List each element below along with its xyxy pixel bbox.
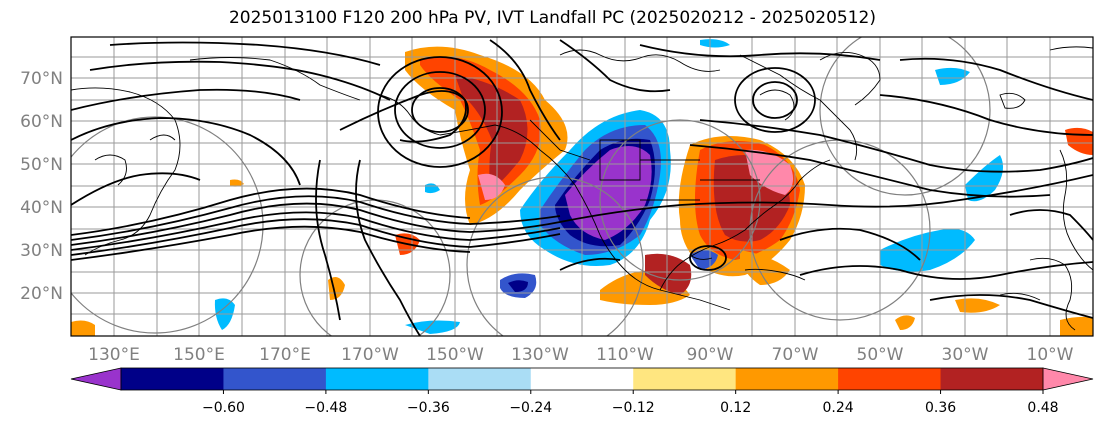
- pv-contours: [71, 39, 1093, 336]
- colorbar-segment: [633, 368, 737, 390]
- map-frame: [70, 36, 1094, 337]
- lat-label: 60°N: [20, 112, 63, 132]
- lat-label: 70°N: [20, 69, 63, 89]
- lon-label: 150°E: [173, 345, 225, 365]
- latitude-labels: 70°N 60°N 50°N 40°N 30°N 20°N: [20, 69, 63, 304]
- lat-label: 20°N: [20, 284, 63, 304]
- colorbar-extend-high: [1042, 367, 1094, 391]
- colorbar-tick-label: −0.24: [509, 400, 552, 416]
- colorbar-segment: [121, 368, 224, 390]
- lon-label: 170°E: [259, 345, 311, 365]
- colorbar-segment: [325, 368, 429, 390]
- lon-label: 90°W: [687, 345, 734, 365]
- colorbar-tick-label: 0.24: [823, 400, 854, 416]
- map-panel: [71, 37, 1093, 336]
- colorbar-segment: [838, 368, 942, 390]
- longitude-labels: 130°E 150°E 170°E 170°W 150°W 130°W 110°…: [88, 345, 1074, 365]
- lat-label: 50°N: [20, 155, 63, 175]
- lon-label: 130°E: [88, 345, 140, 365]
- map-title: 2025013100 F120 200 hPa PV, IVT Landfall…: [228, 8, 876, 28]
- coastlines: [71, 46, 1093, 331]
- colorbar-tick-label: −0.60: [202, 400, 245, 416]
- colorbar-extend-low: [70, 367, 122, 391]
- lon-label: 10°W: [1027, 345, 1074, 365]
- colorbar-segment: [530, 368, 634, 390]
- colorbar-segment: [223, 368, 327, 390]
- colorbar-tick-label: 0.12: [720, 400, 751, 416]
- colorbar-segment: [428, 368, 532, 390]
- lon-label: 70°W: [772, 345, 819, 365]
- lon-label: 50°W: [857, 345, 904, 365]
- lat-label: 40°N: [20, 198, 63, 218]
- colorbar-segment: [940, 368, 1044, 390]
- colorbar-segment: [735, 368, 839, 390]
- colorbar-tick-label: 0.48: [1027, 400, 1058, 416]
- colorbar-tick-label: −0.12: [612, 400, 655, 416]
- colorbar-tick-label: −0.48: [304, 400, 347, 416]
- lon-label: 110°W: [596, 345, 654, 365]
- colorbar-frame: [120, 367, 1044, 391]
- colorbar-tick-label: −0.36: [407, 400, 450, 416]
- lon-label: 150°W: [426, 345, 484, 365]
- colorbar-tick-label: 0.36: [925, 400, 956, 416]
- lon-label: 30°W: [942, 345, 989, 365]
- lon-label: 130°W: [511, 345, 569, 365]
- lat-label: 30°N: [20, 241, 63, 261]
- graticule: [71, 37, 1093, 336]
- lon-label: 170°W: [341, 345, 399, 365]
- colorbar: −0.60 −0.48 −0.36 −0.24 −0.12 0.12 0.24 0.36 0.4…: [70, 367, 1094, 416]
